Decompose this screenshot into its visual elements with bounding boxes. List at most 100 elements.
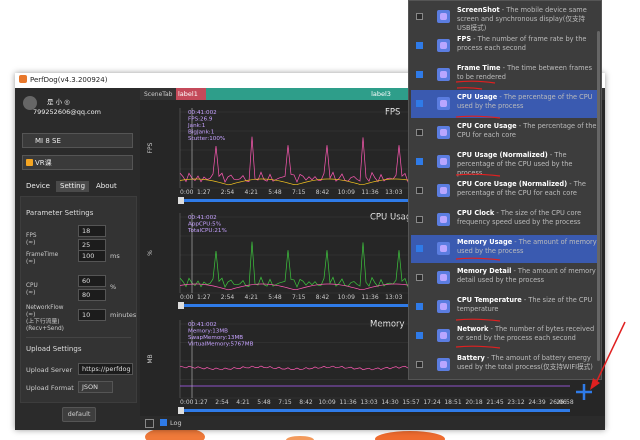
y-axis-label: MB (147, 354, 154, 363)
metric-description: - The amount of battery energy used by t… (457, 354, 593, 371)
menu-item[interactable]: CPU Usage - The percentage of the CPU us… (411, 90, 597, 118)
time-scrollbar[interactable] (180, 409, 570, 412)
scene-tab-label: SceneTab (144, 91, 173, 98)
server-input[interactable]: https://perfdog (78, 363, 133, 375)
device-select[interactable]: MI 8 SE (22, 133, 133, 148)
log-checkbox[interactable] (160, 419, 167, 426)
device-name: MI 8 SE (35, 137, 61, 145)
x-tick-label: 8:42 (299, 399, 313, 406)
number-input[interactable]: 18 (78, 225, 106, 237)
x-tick-label: 7:15 (292, 294, 306, 301)
x-tick-label: 26:58 (556, 399, 573, 406)
x-tick-label: 4:21 (236, 399, 250, 406)
tab[interactable]: Device (26, 182, 50, 190)
menu-item[interactable]: Memory Detail - The amount of memory det… (411, 264, 597, 292)
background-flower (145, 427, 445, 440)
app-name: VR课 (35, 159, 52, 167)
menu-item[interactable]: ScreenShot - The mobile device same scre… (411, 3, 597, 33)
scroll-handle[interactable] (178, 197, 184, 204)
checkbox[interactable] (416, 274, 423, 281)
tab[interactable]: About (96, 182, 117, 190)
x-tick-label: 4:21 (245, 189, 259, 196)
menu-item[interactable]: CPU Temperature - The size of the CPU te… (411, 293, 597, 321)
number-input[interactable]: 10 (78, 309, 106, 321)
metric-description: - The size of the CPU core frequency spe… (457, 209, 582, 226)
checkbox[interactable] (416, 332, 423, 339)
x-tick-label: 17:24 (423, 399, 440, 406)
tab-label: label3 (371, 90, 391, 98)
field-label: NetworkFlow (≈) (上下行流量) (Recv+Send) (26, 305, 64, 332)
server-value: https://perfdog (82, 365, 131, 373)
metric-name: ScreenShot (457, 6, 500, 14)
menu-item[interactable]: CPU Core Usage - The percentage of the C… (411, 119, 597, 147)
menu-item[interactable]: Battery - The amount of battery energy u… (411, 351, 597, 379)
menu-item[interactable]: CPU Usage (Normalized) - The percentage … (411, 148, 597, 177)
checkbox[interactable] (416, 187, 423, 194)
checkbox[interactable] (416, 158, 423, 165)
app-icon (19, 75, 27, 83)
tooltip-line: Jank:1 (187, 123, 206, 129)
menu-item[interactable]: FPS - The number of frame rate by the pr… (411, 32, 597, 60)
menu-item[interactable]: Network - The number of bytes received o… (411, 322, 597, 350)
chart-title: FPS (385, 108, 400, 118)
checkbox[interactable] (416, 13, 423, 20)
metric-menu: ScreenShot - The mobile device same scre… (408, 0, 602, 380)
checkbox[interactable] (416, 361, 423, 368)
trace (179, 241, 421, 288)
avatar[interactable] (23, 96, 37, 110)
x-tick-label: 8:42 (316, 294, 330, 301)
x-tick-label: 21:45 (486, 399, 503, 406)
default-button[interactable]: default (62, 407, 96, 422)
number-input[interactable]: 100 (78, 250, 106, 262)
scroll-handle[interactable] (178, 407, 184, 414)
button-label: default (67, 410, 91, 418)
format-select[interactable]: JSON (78, 381, 113, 393)
number-input[interactable]: 80 (78, 289, 106, 301)
number-input[interactable]: 60 (78, 275, 106, 287)
scroll-handle[interactable] (178, 302, 184, 309)
unit-label: % (110, 283, 117, 291)
expand-button[interactable] (145, 419, 154, 428)
checkbox[interactable] (416, 71, 423, 78)
metric-icon (437, 329, 450, 342)
metric-name: CPU Core Usage (457, 122, 517, 130)
field-label: FrameTime (≈) (26, 252, 59, 265)
divider (26, 337, 131, 338)
tooltip-line: Stutter:100% (188, 136, 225, 142)
checkbox[interactable] (416, 245, 423, 252)
time-scrollbar[interactable] (180, 199, 570, 202)
checkbox[interactable] (416, 303, 423, 310)
time-scrollbar[interactable] (180, 304, 570, 307)
checkbox[interactable] (416, 129, 423, 136)
input-value: 80 (82, 291, 91, 299)
x-tick-label: 13:03 (360, 399, 377, 406)
add-button[interactable] (576, 384, 592, 400)
x-tick-label: 10:09 (318, 399, 335, 406)
metric-name: CPU Usage (Normalized) (457, 151, 548, 159)
format-value: JSON (82, 383, 99, 391)
scrollbar[interactable] (597, 31, 600, 361)
menu-text: FPS - The number of frame rate by the pr… (457, 35, 597, 53)
menu-item[interactable]: CPU Clock - The size of the CPU core fre… (411, 206, 597, 234)
checkbox[interactable] (416, 100, 423, 107)
menu-item[interactable]: Memory Usage - The amount of memory used… (411, 235, 597, 263)
menu-item[interactable]: Frame Time - The time between frames to … (411, 61, 597, 89)
input-value: 25 (82, 241, 91, 249)
menu-text: ScreenShot - The mobile device same scre… (457, 6, 597, 33)
annotations (455, 80, 626, 400)
checkbox[interactable] (416, 216, 423, 223)
trace (179, 283, 421, 291)
app-select[interactable]: VR课 (22, 155, 133, 170)
metric-name: FPS (457, 35, 472, 43)
menu-text: Memory Usage - The amount of memory used… (457, 238, 597, 256)
metric-description: - The number of frame rate by the proces… (457, 35, 587, 52)
checkbox[interactable] (416, 42, 423, 49)
metric-icon (437, 126, 450, 139)
scene-tab[interactable]: label1 (176, 88, 208, 100)
x-tick-label: 1:27 (197, 294, 211, 301)
x-tick-label: 5:48 (268, 189, 282, 196)
tooltip-line: TotalCPU:21% (187, 228, 227, 234)
tab[interactable]: Setting (56, 181, 90, 192)
menu-item[interactable]: CPU Core Usage (Normalized) - The percen… (411, 177, 597, 205)
